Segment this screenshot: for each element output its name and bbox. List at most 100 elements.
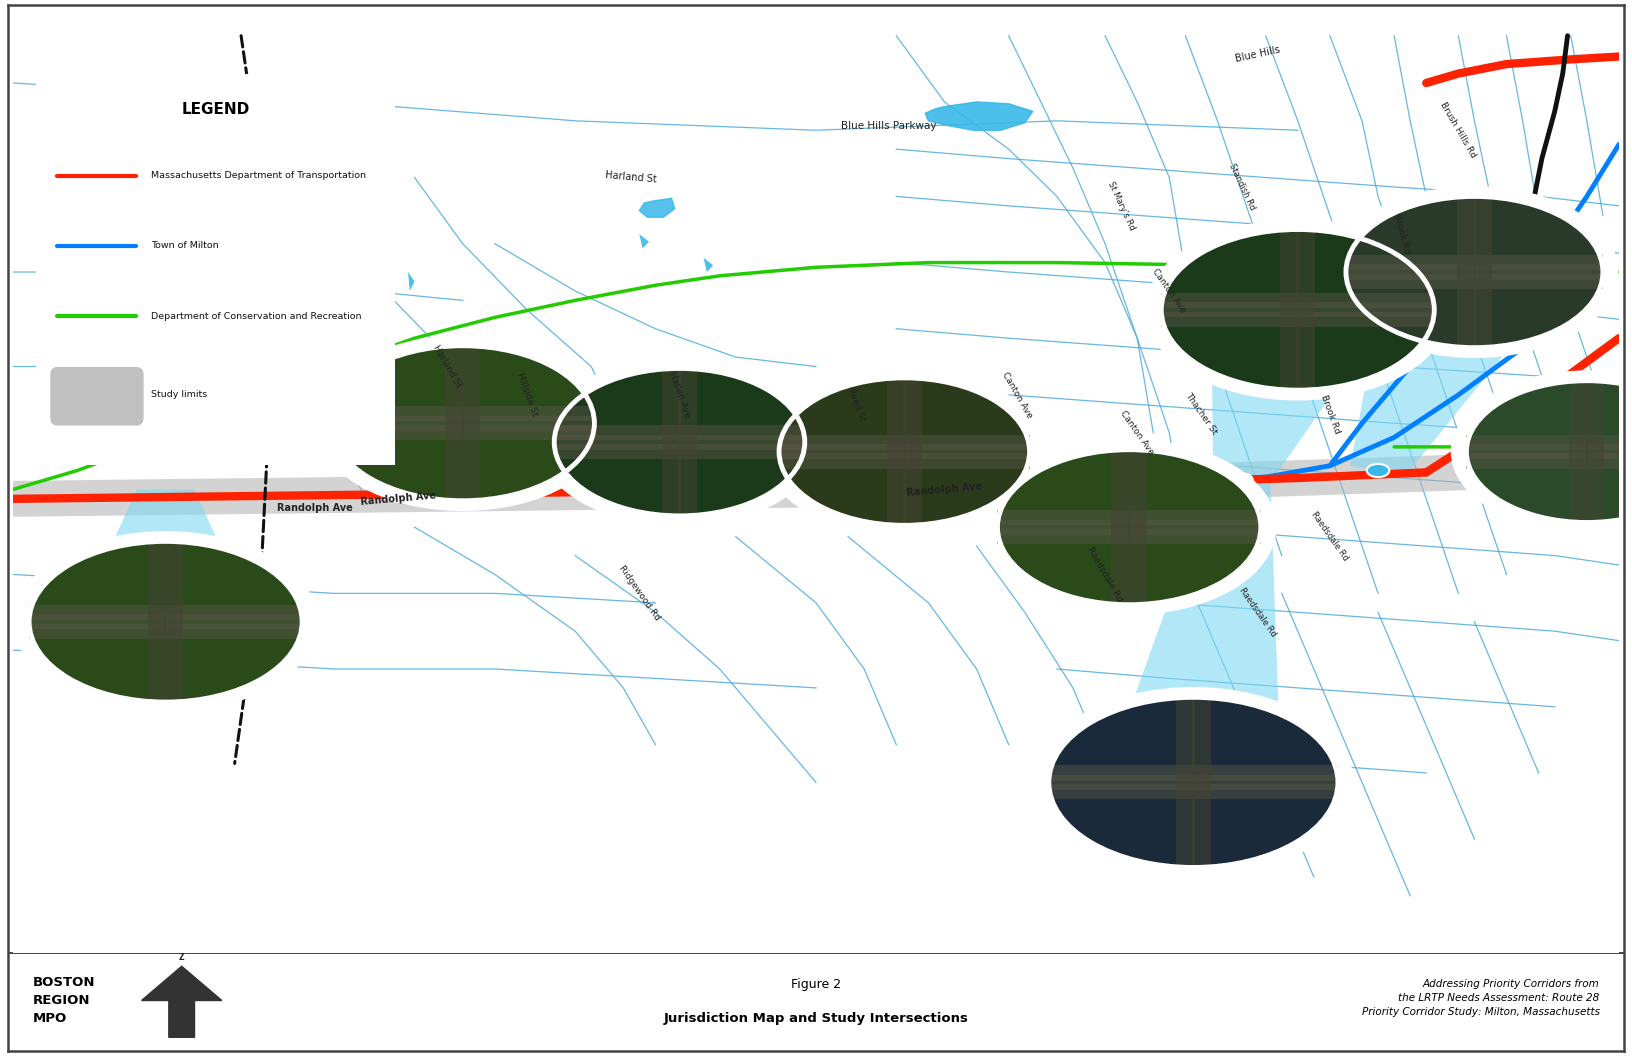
Polygon shape <box>331 426 594 440</box>
Polygon shape <box>1211 300 1384 484</box>
Polygon shape <box>1296 229 1315 390</box>
Polygon shape <box>886 378 906 525</box>
Polygon shape <box>555 426 805 440</box>
Polygon shape <box>997 520 1262 534</box>
Text: LEGEND: LEGEND <box>181 101 250 116</box>
Polygon shape <box>997 529 1262 544</box>
FancyBboxPatch shape <box>29 67 401 472</box>
Polygon shape <box>1585 381 1604 523</box>
Circle shape <box>318 338 607 508</box>
Text: Blue Hills: Blue Hills <box>1234 45 1281 64</box>
Polygon shape <box>331 416 594 431</box>
Polygon shape <box>555 444 805 459</box>
Polygon shape <box>1128 450 1147 605</box>
Polygon shape <box>1105 478 1281 787</box>
Text: Harland St: Harland St <box>431 343 462 390</box>
Circle shape <box>1368 464 1389 477</box>
Text: Raedsdale Rd: Raedsdale Rd <box>1309 510 1350 563</box>
Text: Town of Milton: Town of Milton <box>150 242 219 250</box>
Polygon shape <box>1049 775 1338 790</box>
Circle shape <box>1454 373 1632 530</box>
Text: Hallen Ave: Hallen Ave <box>667 371 692 419</box>
Circle shape <box>331 345 594 501</box>
Polygon shape <box>1049 785 1338 799</box>
Polygon shape <box>1568 381 1588 523</box>
Polygon shape <box>149 542 166 702</box>
Text: Addressing Priority Corridors from
the LRTP Needs Assessment: Route 28
Priority : Addressing Priority Corridors from the L… <box>1361 979 1599 1017</box>
Text: Raedsdale Rd: Raedsdale Rd <box>1237 586 1278 639</box>
Polygon shape <box>1038 476 1188 566</box>
Polygon shape <box>446 345 465 501</box>
Text: St Mary’s Rd: St Mary’s Rd <box>1106 181 1136 231</box>
Circle shape <box>1036 690 1351 875</box>
Circle shape <box>997 450 1262 605</box>
Polygon shape <box>1346 254 1603 270</box>
Polygon shape <box>29 605 302 620</box>
Circle shape <box>542 361 818 524</box>
Polygon shape <box>1467 453 1632 469</box>
Text: Study limits: Study limits <box>150 390 207 399</box>
Circle shape <box>596 486 619 498</box>
Polygon shape <box>703 258 713 272</box>
Polygon shape <box>1191 697 1211 867</box>
Polygon shape <box>462 345 480 501</box>
Text: Randolph Ave: Randolph Ave <box>906 482 982 497</box>
Text: Department of Conservation and Recreation: Department of Conservation and Recreatio… <box>150 312 361 321</box>
Circle shape <box>16 534 315 710</box>
Polygon shape <box>1162 293 1435 308</box>
Polygon shape <box>1346 264 1603 280</box>
Polygon shape <box>663 369 681 516</box>
Polygon shape <box>1175 697 1195 867</box>
Polygon shape <box>640 199 674 218</box>
Polygon shape <box>1472 196 1492 347</box>
Polygon shape <box>778 435 1030 450</box>
Circle shape <box>778 378 1030 525</box>
Polygon shape <box>925 101 1033 130</box>
Polygon shape <box>677 369 697 516</box>
Polygon shape <box>374 397 540 497</box>
Polygon shape <box>163 542 183 702</box>
Circle shape <box>1162 229 1435 390</box>
Circle shape <box>29 542 302 702</box>
Polygon shape <box>902 378 922 525</box>
Polygon shape <box>29 615 302 629</box>
Polygon shape <box>134 331 181 355</box>
Circle shape <box>1346 196 1603 347</box>
Text: Canton Ave: Canton Ave <box>1118 409 1155 456</box>
Text: Ridgewood Rd: Ridgewood Rd <box>617 564 661 623</box>
Polygon shape <box>555 435 805 450</box>
Circle shape <box>821 483 844 496</box>
Text: Hillside St: Hillside St <box>516 372 539 418</box>
Circle shape <box>1333 189 1616 355</box>
Polygon shape <box>778 444 1030 459</box>
Circle shape <box>387 489 410 502</box>
Text: Brook Rd: Brook Rd <box>1319 393 1342 434</box>
Polygon shape <box>640 234 650 248</box>
Text: Randolph Ave: Randolph Ave <box>277 504 353 513</box>
Polygon shape <box>29 624 302 639</box>
Polygon shape <box>408 272 415 291</box>
Circle shape <box>1049 697 1338 867</box>
Text: Randolph Ave: Randolph Ave <box>361 491 437 507</box>
Text: Brush Hills Rd: Brush Hills Rd <box>1439 100 1479 159</box>
Circle shape <box>984 442 1273 612</box>
Circle shape <box>1467 381 1632 523</box>
Polygon shape <box>1049 766 1338 780</box>
Text: Standish Rd: Standish Rd <box>1227 163 1257 211</box>
Text: Figure 2: Figure 2 <box>792 978 840 991</box>
Polygon shape <box>1467 444 1632 459</box>
Polygon shape <box>778 453 1030 469</box>
Polygon shape <box>13 448 1619 516</box>
Text: Reed St: Reed St <box>845 386 867 422</box>
Polygon shape <box>77 489 255 622</box>
Text: Brook Rd: Brook Rd <box>1392 213 1412 256</box>
Text: Thacher St: Thacher St <box>1183 391 1219 436</box>
Text: Chickatawbut Rd: Chickatawbut Rd <box>113 331 139 402</box>
Text: BOSTON
REGION
MPO: BOSTON REGION MPO <box>33 976 95 1025</box>
Polygon shape <box>1467 435 1632 450</box>
Circle shape <box>1046 479 1067 493</box>
Text: Harland St: Harland St <box>605 170 658 185</box>
Polygon shape <box>813 413 963 502</box>
FancyBboxPatch shape <box>51 367 144 426</box>
Polygon shape <box>1162 312 1435 327</box>
